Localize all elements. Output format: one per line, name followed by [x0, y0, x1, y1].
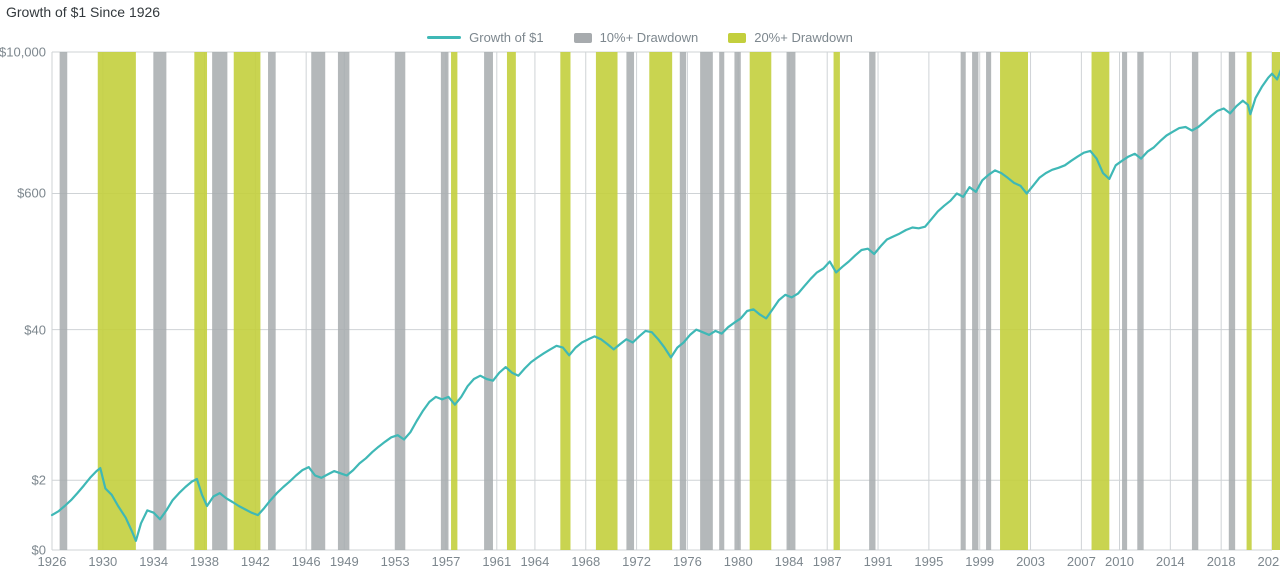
x-axis-labels: 1926193019341938194219461949195319571961…: [52, 554, 1272, 572]
x-tick-label: 2007: [1067, 554, 1096, 569]
legend-item-10pct: 10%+ Drawdown: [574, 30, 699, 45]
x-tick-label: 1930: [88, 554, 117, 569]
x-tick-label: 1968: [571, 554, 600, 569]
x-tick-label: 1934: [139, 554, 168, 569]
legend-item-growth: Growth of $1: [427, 30, 543, 45]
x-tick-label: 2003: [1016, 554, 1045, 569]
x-tick-label: 1938: [190, 554, 219, 569]
x-tick-label: 1999: [965, 554, 994, 569]
x-tick-label: 2010: [1105, 554, 1134, 569]
y-tick-label: $40: [24, 322, 46, 337]
x-tick-label: 1946: [292, 554, 321, 569]
x-tick-label: 1991: [864, 554, 893, 569]
x-tick-label: 1961: [482, 554, 511, 569]
x-tick-label: 1980: [724, 554, 753, 569]
x-tick-label: 1953: [381, 554, 410, 569]
chart-container: Growth of $1 Since 1926 Growth of $1 10%…: [0, 0, 1280, 574]
legend-label-growth: Growth of $1: [469, 30, 543, 45]
y-tick-label: $2: [32, 473, 46, 488]
plot-svg: [52, 52, 1272, 550]
x-tick-label: 1949: [330, 554, 359, 569]
x-tick-label: 1972: [622, 554, 651, 569]
x-tick-label: 1976: [673, 554, 702, 569]
legend-label-10pct: 10%+ Drawdown: [600, 30, 699, 45]
x-tick-label: 1926: [38, 554, 67, 569]
chart-title: Growth of $1 Since 1926: [6, 4, 160, 20]
x-tick-label: 1964: [520, 554, 549, 569]
x-tick-label: 2022: [1258, 554, 1280, 569]
legend-swatch-growth: [427, 36, 461, 39]
legend-swatch-20pct: [728, 33, 746, 43]
y-tick-label: $10,000: [0, 45, 46, 60]
legend: Growth of $1 10%+ Drawdown 20%+ Drawdown: [0, 30, 1280, 45]
y-axis-labels: $0$2$40$600$10,000: [0, 52, 50, 550]
x-tick-label: 1957: [431, 554, 460, 569]
x-tick-label: 2018: [1207, 554, 1236, 569]
x-tick-label: 2014: [1156, 554, 1185, 569]
legend-swatch-10pct: [574, 33, 592, 43]
legend-item-20pct: 20%+ Drawdown: [728, 30, 853, 45]
x-tick-label: 1987: [813, 554, 842, 569]
x-tick-label: 1984: [775, 554, 804, 569]
x-tick-label: 1942: [241, 554, 270, 569]
plot-area: [52, 52, 1272, 550]
y-tick-label: $600: [17, 186, 46, 201]
x-tick-label: 1995: [914, 554, 943, 569]
legend-label-20pct: 20%+ Drawdown: [754, 30, 853, 45]
